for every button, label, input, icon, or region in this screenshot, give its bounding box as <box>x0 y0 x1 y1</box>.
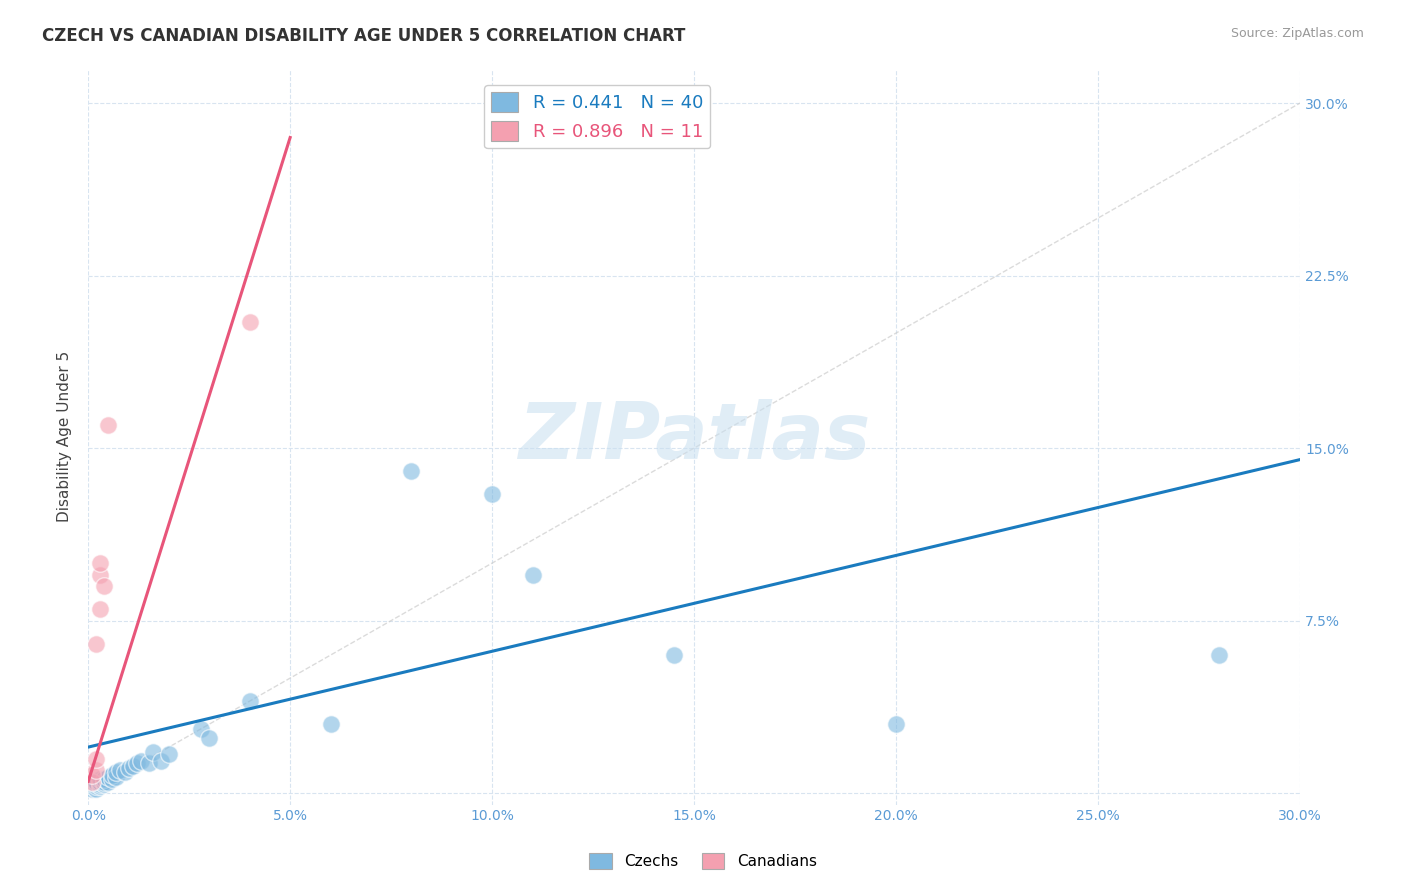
Point <box>82 777 104 791</box>
Point <box>142 745 165 759</box>
Point <box>93 772 115 787</box>
Point <box>198 731 221 745</box>
Y-axis label: Disability Age Under 5: Disability Age Under 5 <box>58 351 72 522</box>
Point <box>89 774 111 789</box>
Point <box>82 781 104 796</box>
Point <box>82 779 104 793</box>
Text: Source: ZipAtlas.com: Source: ZipAtlas.com <box>1230 27 1364 40</box>
Point <box>89 777 111 791</box>
Point <box>97 774 120 789</box>
Point <box>105 770 128 784</box>
Point <box>97 418 120 433</box>
Point <box>101 772 124 787</box>
Point <box>93 579 115 593</box>
Point <box>157 747 180 761</box>
Point <box>121 758 143 772</box>
Point <box>89 567 111 582</box>
Point <box>129 754 152 768</box>
Point <box>401 464 423 478</box>
Point <box>84 763 107 777</box>
Legend: Czechs, Canadians: Czechs, Canadians <box>583 847 823 875</box>
Point <box>97 770 120 784</box>
Point <box>89 772 111 787</box>
Point <box>89 602 111 616</box>
Point <box>84 751 107 765</box>
Point <box>84 777 107 791</box>
Point <box>84 637 107 651</box>
Text: ZIPatlas: ZIPatlas <box>517 399 870 475</box>
Point <box>190 722 212 736</box>
Point <box>319 717 342 731</box>
Point <box>239 314 262 328</box>
Point <box>84 781 107 796</box>
Point <box>884 717 907 731</box>
Point <box>84 779 107 793</box>
Point <box>662 648 685 662</box>
Point <box>82 774 104 789</box>
Point <box>105 765 128 780</box>
Point <box>481 487 503 501</box>
Point <box>101 768 124 782</box>
Legend: R = 0.441   N = 40, R = 0.896   N = 11: R = 0.441 N = 40, R = 0.896 N = 11 <box>484 85 710 148</box>
Point <box>138 756 160 771</box>
Point <box>84 774 107 789</box>
Point <box>89 556 111 570</box>
Point <box>110 763 132 777</box>
Point <box>239 694 262 708</box>
Point <box>117 761 139 775</box>
Text: CZECH VS CANADIAN DISABILITY AGE UNDER 5 CORRELATION CHART: CZECH VS CANADIAN DISABILITY AGE UNDER 5… <box>42 27 686 45</box>
Point <box>93 774 115 789</box>
Point <box>89 779 111 793</box>
Point <box>149 754 172 768</box>
Point <box>93 777 115 791</box>
Point <box>522 567 544 582</box>
Point <box>125 756 148 771</box>
Point <box>114 765 136 780</box>
Point <box>1208 648 1230 662</box>
Point <box>82 768 104 782</box>
